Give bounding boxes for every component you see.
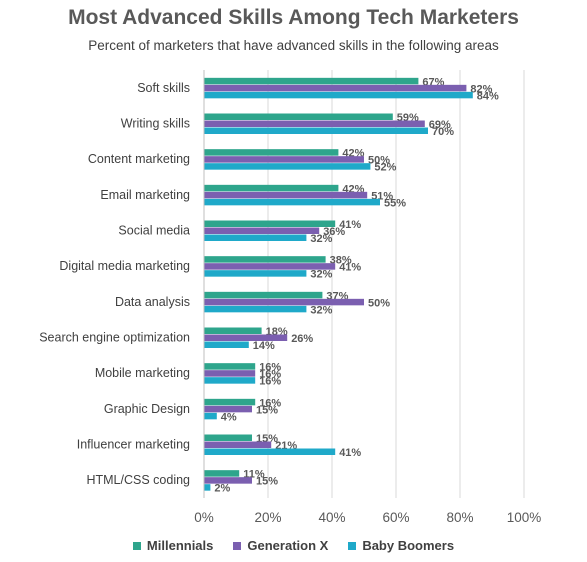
data-label: 41%	[339, 219, 361, 231]
bar	[204, 327, 262, 334]
data-label: 70%	[432, 126, 454, 138]
bar	[204, 298, 364, 306]
bar	[204, 334, 288, 341]
bar	[204, 220, 336, 227]
x-tick-label: 0%	[194, 510, 214, 525]
legend-label-millennials: Millennials	[146, 538, 214, 553]
category-label: Graphic Design	[104, 402, 190, 416]
data-label: 16%	[259, 369, 281, 381]
bar	[204, 470, 240, 477]
bar	[204, 412, 217, 420]
bar	[204, 191, 368, 199]
bar	[204, 398, 256, 406]
data-label: 69%	[429, 119, 451, 131]
x-tick-label: 80%	[446, 510, 473, 525]
bar	[204, 84, 467, 92]
category-label: Digital media marketing	[59, 259, 190, 273]
legend-label-baby-boomers: Baby Boomers	[362, 538, 455, 553]
category-label: Mobile marketing	[95, 366, 190, 380]
data-label: 32%	[310, 233, 332, 245]
data-label: 16%	[259, 397, 281, 409]
bar	[204, 234, 307, 241]
data-label: 14%	[253, 340, 275, 352]
bar	[204, 270, 307, 277]
bar	[204, 370, 256, 377]
data-label: 55%	[384, 197, 406, 209]
chart-subtitle: Percent of marketers that have advanced …	[88, 38, 499, 53]
bar	[204, 477, 252, 484]
category-label: Email marketing	[100, 188, 190, 202]
data-label: 15%	[256, 476, 278, 488]
bar	[204, 441, 272, 448]
data-label: 16%	[259, 376, 281, 388]
data-label: 52%	[374, 162, 396, 174]
data-label: 32%	[310, 269, 332, 281]
bar-chart: Soft skills 67%82%84%Writing skills 59%69%…	[39, 70, 542, 525]
bar	[204, 377, 256, 384]
bar	[204, 120, 425, 127]
bar	[204, 184, 339, 192]
data-label: 41%	[339, 262, 361, 274]
legend-swatch-generation-x	[233, 541, 242, 550]
bar	[204, 227, 320, 234]
bar	[204, 405, 252, 413]
category-label: Social media	[118, 224, 190, 238]
legend-label-generation-x: Generation X	[247, 538, 329, 553]
bar	[204, 305, 307, 313]
bar	[204, 127, 428, 134]
x-tick-label: 20%	[254, 510, 281, 525]
data-label: 50%	[368, 155, 390, 167]
bar	[204, 198, 380, 206]
legend: Millennials Generation X Baby Boomers	[0, 538, 587, 553]
bar	[204, 149, 339, 156]
x-tick-label: 100%	[507, 510, 542, 525]
bar	[204, 256, 326, 263]
bar	[204, 156, 364, 163]
bar	[204, 363, 256, 370]
data-label: 50%	[368, 297, 390, 309]
bar	[204, 163, 371, 170]
data-label: 36%	[323, 226, 345, 238]
category-label: Soft skills	[137, 81, 190, 95]
legend-item-millennials: Millennials	[132, 538, 214, 553]
data-label: 84%	[477, 90, 499, 102]
data-label: 32%	[310, 304, 332, 316]
data-label: 16%	[259, 362, 281, 374]
legend-swatch-baby-boomers	[348, 541, 357, 550]
bar	[204, 263, 336, 270]
bar	[204, 341, 249, 348]
category-label: Search engine optimization	[39, 331, 190, 345]
category-label: Content marketing	[88, 152, 190, 166]
chart-title: Most Advanced Skills Among Tech Marketer…	[68, 6, 519, 29]
legend-item-generation-x: Generation X	[233, 538, 328, 553]
data-label: 2%	[214, 483, 230, 495]
legend-swatch-millennials	[132, 541, 141, 550]
x-tick-label: 60%	[382, 510, 409, 525]
category-label: Writing skills	[121, 117, 190, 131]
data-label: 4%	[221, 411, 237, 423]
category-label: Influencer marketing	[77, 438, 190, 452]
bar	[204, 448, 336, 455]
category-label: Data analysis	[115, 295, 190, 309]
legend-item-baby-boomers: Baby Boomers	[348, 538, 454, 553]
data-label: 41%	[339, 447, 361, 459]
bar	[204, 91, 473, 99]
data-label: 26%	[291, 333, 313, 345]
data-label: 82%	[470, 83, 492, 95]
bar	[204, 434, 252, 441]
data-label: 15%	[256, 404, 278, 416]
bar	[204, 77, 419, 85]
category-label: HTML/CSS coding	[86, 473, 190, 487]
bar	[204, 113, 393, 120]
bar	[204, 291, 323, 299]
bar	[204, 484, 211, 491]
x-tick-label: 40%	[318, 510, 345, 525]
